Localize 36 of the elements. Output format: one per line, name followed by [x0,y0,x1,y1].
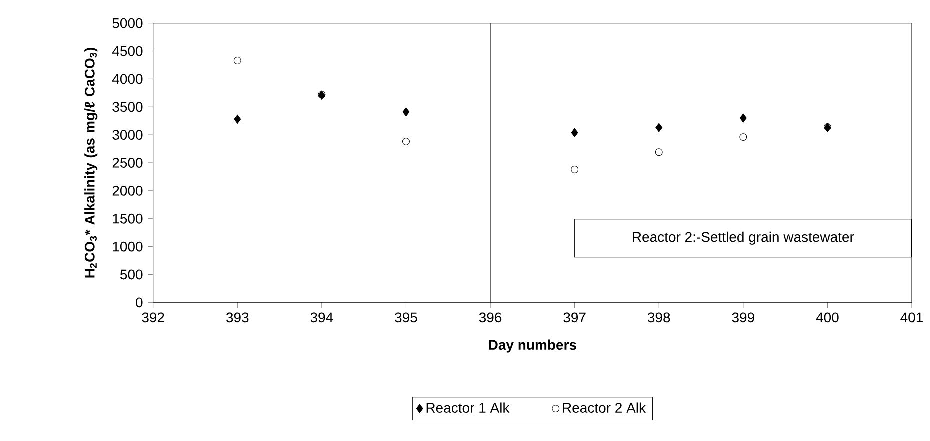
y-tick-label: 500 [120,270,143,280]
legend-label: Reactor 1 Alk [426,402,510,414]
x-axis-title: Day numbers [489,340,576,353]
point [655,148,663,156]
point [740,114,747,123]
y-axis-title: H$_{2}$CO$_{3}$* Alkalinity (as mg/ℓ CaCO$_{3}$) [84,48,98,278]
y-tick-label: 4000 [112,74,143,84]
x-tick-label: 394 [310,312,334,323]
point [656,123,663,132]
legend-label: Reactor 2 Alk [563,402,646,414]
point [402,138,410,146]
x-tick-label: 396 [479,312,502,323]
annotation: Reactor 2:-Settled grain wastewater [633,232,854,245]
x-tick-label: 399 [732,312,754,323]
x-tick-label: 401 [900,312,923,323]
x-tick-label: 393 [226,312,249,323]
y-tick-label: 5000 [112,18,143,28]
point [402,108,410,117]
y-tick-label: 0 [136,298,143,308]
point [571,128,578,138]
y-tick-label: 2500 [112,158,143,168]
y-tick-label: 4500 [112,46,143,56]
y-tick-label: 3000 [112,130,143,140]
x-tick-label: 398 [648,312,670,323]
point [571,166,579,174]
x-tick-label: 392 [142,312,164,323]
point [234,114,242,124]
point [234,57,242,64]
x-tick-label: 400 [816,312,839,323]
y-tick-label: 2000 [112,186,143,196]
y-tick-label: 1500 [113,214,143,224]
x-tick-label: 397 [564,312,586,323]
y-tick-label: 1000 [113,242,143,252]
x-tick-label: 395 [395,312,418,323]
y-tick-label: 3500 [112,102,143,112]
point [740,134,748,142]
